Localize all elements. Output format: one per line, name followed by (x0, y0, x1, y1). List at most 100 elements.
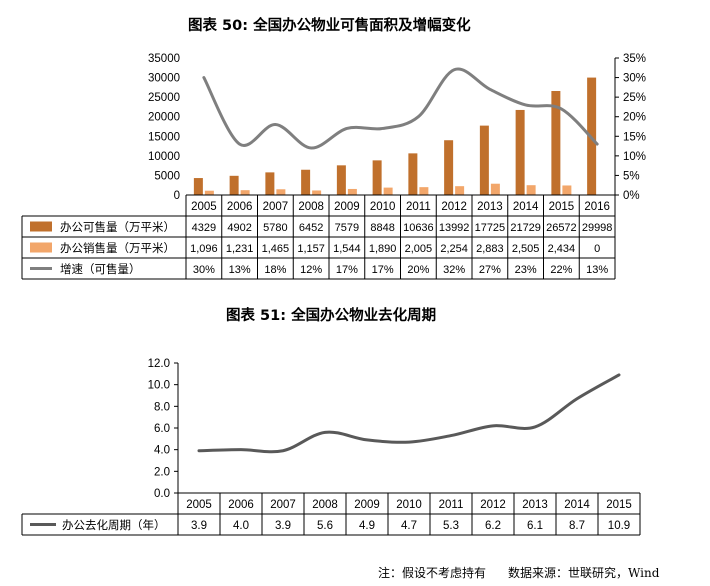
table-cell-value: 5.6 (317, 520, 333, 532)
x-category-label: 2015 (549, 201, 575, 213)
table-cell-value: 10.9 (608, 520, 630, 532)
chart1-title: 图表 50: 全国办公物业可售面积及增幅变化 (188, 18, 471, 34)
table-cell-value: 20% (407, 264, 429, 276)
right-axis-tick-label: 35% (623, 53, 646, 65)
table-cell-value: 2,505 (512, 243, 540, 255)
footer-note: 注：假设不考虑持有 数据来源：世联研究，Wind (378, 564, 681, 581)
legend-swatch (30, 242, 52, 253)
x-category-label: 2008 (312, 499, 338, 511)
x-category-label: 2010 (396, 499, 422, 511)
bar-sold (526, 185, 536, 195)
bar-sold (312, 190, 322, 195)
left-axis-tick-label: 35000 (148, 53, 180, 65)
bar-available (372, 160, 382, 195)
bar-available (193, 178, 203, 195)
legend-label: 增速（可售量） (60, 262, 141, 276)
table-cell-value: 21729 (510, 222, 541, 234)
table-cell-value: 32% (443, 264, 465, 276)
bar-available (479, 125, 489, 195)
bar-sold (347, 188, 357, 195)
x-category-label: 2009 (334, 201, 360, 213)
bar-sold (562, 185, 572, 195)
left-axis-tick-label: 10000 (148, 151, 180, 163)
bar-sold (204, 190, 214, 195)
cycle-line (197, 373, 621, 454)
x-category-label: 2008 (298, 201, 324, 213)
x-category-label: 2012 (441, 201, 467, 213)
x-category-label: 2005 (186, 499, 212, 511)
x-category-label: 2016 (584, 201, 610, 213)
x-category-label: 2007 (263, 201, 289, 213)
right-axis-tick-label: 25% (623, 92, 646, 104)
table-cell-value: 26572 (546, 222, 577, 234)
left-axis-tick-label: 30000 (148, 73, 180, 85)
y-axis-tick-label: 10.0 (148, 380, 170, 392)
x-category-label: 2013 (522, 499, 548, 511)
table-cell-value: 30% (193, 264, 215, 276)
x-category-label: 2015 (606, 499, 632, 511)
x-category-label: 2006 (228, 499, 254, 511)
table-cell-value: 12% (300, 264, 322, 276)
table-cell-value: 4329 (192, 222, 216, 234)
right-axis-tick-label: 0% (623, 190, 640, 202)
x-category-label: 2007 (270, 499, 296, 511)
table-cell-value: 7579 (335, 222, 359, 234)
table-cell-value: 22% (550, 264, 572, 276)
x-category-label: 2009 (354, 499, 380, 511)
table-cell-value: 8848 (370, 222, 394, 234)
bar-available (301, 169, 311, 195)
x-category-label: 2011 (406, 201, 431, 213)
x-category-label: 2012 (480, 499, 506, 511)
table-cell-value: 18% (264, 264, 286, 276)
table-cell-value: 0 (594, 243, 600, 255)
table-cell-value: 6.2 (485, 520, 501, 532)
left-axis-tick-label: 5000 (154, 170, 180, 182)
legend-label: 办公去化周期（年） (62, 518, 166, 532)
table-cell-value: 23% (515, 264, 537, 276)
x-category-label: 2014 (564, 499, 590, 511)
bar-sold (276, 189, 286, 195)
bar-available (515, 109, 525, 195)
table-cell-value: 1,890 (369, 243, 397, 255)
bar-available (336, 165, 346, 195)
bar-sold (240, 190, 250, 195)
bar-available (229, 175, 239, 195)
table-cell-value: 17% (336, 264, 358, 276)
legend-label: 办公可售量（万平米） (60, 220, 175, 234)
table-cell-value: 4.0 (233, 520, 249, 532)
table-cell-value: 10636 (403, 222, 434, 234)
table-cell-value: 13992 (439, 222, 470, 234)
x-category-label: 2014 (513, 201, 539, 213)
y-axis-tick-label: 8.0 (154, 401, 170, 413)
table-cell-value: 1,465 (262, 243, 290, 255)
right-axis-tick-label: 15% (623, 131, 646, 143)
table-cell-value: 6.1 (527, 520, 543, 532)
x-category-label: 2010 (370, 201, 396, 213)
table-cell-value: 1,231 (226, 243, 254, 255)
x-category-label: 2005 (191, 201, 217, 213)
table-cell-value: 1,096 (190, 243, 218, 255)
bar-available (551, 90, 561, 195)
x-category-label: 2011 (439, 499, 464, 511)
bar-available (265, 172, 275, 195)
y-axis-tick-label: 6.0 (154, 423, 170, 435)
right-axis-tick-label: 20% (623, 112, 646, 124)
table-cell-value: 17725 (475, 222, 506, 234)
x-category-label: 2013 (477, 201, 503, 213)
table-cell-value: 5.3 (443, 520, 459, 532)
table-cell-value: 13% (229, 264, 251, 276)
legend-label: 办公销售量（万平米） (60, 241, 175, 255)
right-axis-tick-label: 30% (623, 73, 646, 85)
right-axis-tick-label: 10% (623, 151, 646, 163)
chart1: 0 5000 10000 15000 20000 25000 30000 35000 0% 5% 1… (21, 53, 646, 280)
table-cell-value: 3.9 (191, 520, 207, 532)
left-axis-tick-label: 20000 (148, 112, 180, 124)
table-cell-value: 4.9 (359, 520, 375, 532)
bar-sold (419, 187, 429, 195)
table-cell-value: 27% (479, 264, 501, 276)
table-cell-value: 6452 (299, 222, 323, 234)
table-cell-value: 17% (372, 264, 394, 276)
table-cell-value: 5780 (263, 222, 287, 234)
footer-source: 数据来源：世联研究，Wind (508, 566, 660, 580)
